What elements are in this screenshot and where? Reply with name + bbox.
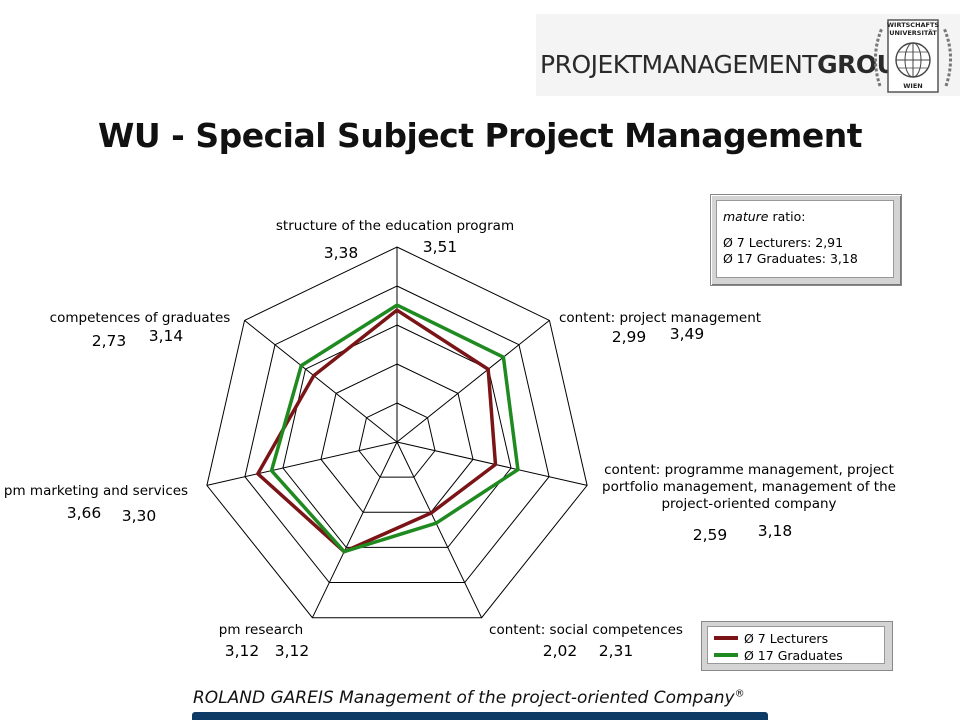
axis-label-3-line-3: project-oriented company [661,496,836,512]
footer-text: ROLAND GAREIS Management of the project-… [193,688,745,708]
grid-ring-1 [358,402,436,478]
value-label-graduates-6: 3,30 [122,507,157,525]
grid-ring-2 [320,363,474,513]
chart-legend: Ø 7 Lecturers Ø 17 Graduates [701,621,893,671]
value-label-graduates-2: 3,49 [670,325,705,343]
registered-mark: ® [734,688,745,700]
axis-spoke-6 [206,441,398,486]
axis-label-6-line-1: pm marketing and services [4,483,188,499]
footer-bar [192,712,768,720]
value-label-graduates-7: 3,14 [149,327,184,345]
university-seal-icon: WIRTSCHAFTS UNIVERSITÄT WIEN [874,19,952,93]
logo-text-regular: PROJEKTMANAGEMENT [540,50,818,79]
seal-bottom-text: WIEN [903,82,922,90]
axis-spoke-2 [396,320,550,443]
axis-label-3-line-1: content: programme management, project [604,462,894,478]
axis-spoke-3 [396,441,588,486]
value-label-lecturers-4: 2,02 [543,642,578,660]
ratio-heading-italic: mature [723,209,769,224]
value-label-graduates-5: 3,12 [275,642,310,660]
grid-ring-4 [244,285,550,584]
value-label-graduates-1: 3,51 [423,238,458,256]
seal-mid-text: UNIVERSITÄT [889,28,937,37]
footer-text-main: ROLAND GAREIS Management of the project-… [193,688,735,708]
mature-ratio-content: mature ratio: Ø 7 Lecturers: 2,91 Ø 17 G… [716,200,894,278]
value-label-lecturers-1: 3,38 [324,244,359,262]
legend-swatch-lecturers [714,636,738,640]
value-label-lecturers-2: 2,99 [612,328,647,346]
axis-spoke-4 [396,441,483,618]
grid-ring-3 [282,324,512,548]
value-label-lecturers-6: 3,66 [67,504,102,522]
axis-label-2-line-1: content: project management [559,310,761,326]
mature-ratio-box: mature ratio: Ø 7 Lecturers: 2,91 Ø 17 G… [710,194,902,286]
axis-spoke-5 [311,441,398,618]
ratio-graduates: Ø 17 Graduates: 3,18 [723,251,858,266]
axis-label-7-line-1: competences of graduates [50,310,231,326]
series-line-lecturers [255,308,498,554]
ratio-heading: mature ratio: [723,209,893,225]
title-main: Special Subject Project Management [195,116,863,155]
ratio-heading-rest: ratio: [768,209,806,224]
value-label-lecturers-5: 3,12 [225,642,260,660]
title-prefix: WU - [97,116,196,155]
axis-label-1-line-1: structure of the education program [276,218,514,234]
series-line-graduates [269,303,520,554]
value-label-lecturers-3: 2,59 [693,526,728,544]
value-label-graduates-4: 2,31 [599,642,634,660]
legend-label-graduates: Ø 17 Graduates [744,647,843,663]
axis-label-3-line-2: portfolio management, management of the [602,479,896,495]
value-label-graduates-3: 3,18 [758,522,793,540]
axis-label-4-line-1: content: social competences [489,622,683,638]
axis-label-5-line-1: pm research [219,622,303,638]
seal-top-text: WIRTSCHAFTS [887,21,940,29]
legend-label-lecturers: Ø 7 Lecturers [744,630,829,646]
legend-swatch-graduates [714,653,738,657]
value-label-lecturers-7: 2,73 [92,332,127,350]
legend-item-graduates: Ø 17 Graduates [714,647,843,663]
page-title: WU - Special Subject Project Management [0,116,960,155]
axis-spoke-7 [244,320,398,443]
legend-item-lecturers: Ø 7 Lecturers [714,630,828,646]
ratio-lecturers: Ø 7 Lecturers: 2,91 [723,235,844,250]
grid-ring-5 [206,246,588,619]
chart-legend-content: Ø 7 Lecturers Ø 17 Graduates [707,626,885,664]
logo-area: PROJEKTMANAGEMENTGROUP WIRTSCHAFTS UNIVE… [536,14,960,96]
